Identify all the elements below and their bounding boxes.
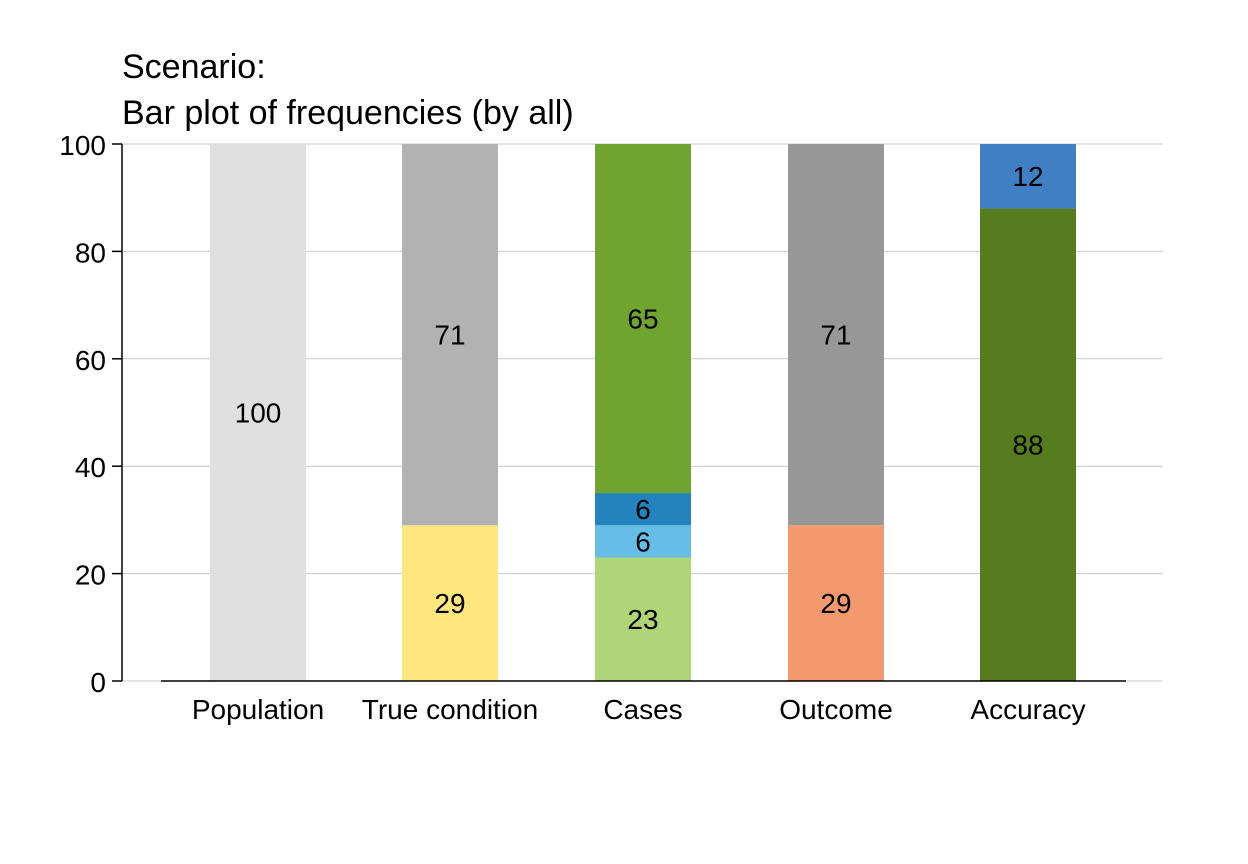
y-tick-label: 80 [75,237,106,268]
bar-value-label: 23 [627,604,658,635]
y-tick-label: 0 [90,667,106,698]
bar-segment [595,525,691,558]
bar-stacks: 100 29 71 23 66 65 29 71 88 12 [210,144,1076,681]
bar-value-label: 29 [820,588,851,619]
x-tick-label: Outcome [779,694,893,725]
x-tick-label: Population [192,694,324,725]
bar-segment [788,144,884,526]
bar-value-label: 6 [635,494,651,525]
bar-value-label: 71 [434,320,465,351]
x-tick-label: Accuracy [970,694,1085,725]
bar-segment [788,525,884,681]
y-tick-label: 60 [75,345,106,376]
bar-value-label: 29 [434,588,465,619]
y-tick-label: 20 [75,560,106,591]
bar-segment [595,557,691,681]
bar-segment [595,493,691,526]
axes: 0 20 40 60 80 100 Population True condition Case… [59,130,1126,725]
bar-value-label: 6 [635,526,651,557]
bar-segment [595,144,691,494]
x-tick-label: True condition [362,694,538,725]
chart-title: Scenario: Bar plot of frequencies (by al… [122,44,574,136]
bar-segment [980,144,1076,209]
chart-title-line-2: Bar plot of frequencies (by all) [122,94,574,132]
bar-segment [980,208,1076,681]
chart-title-line-1: Scenario: [122,48,266,86]
y-tick-label: 100 [59,130,106,161]
bar-segment [402,144,498,526]
bar-value-label: 65 [627,304,658,335]
bar-value-label: 100 [235,398,282,429]
y-tick-label: 40 [75,452,106,483]
x-tick-label: Cases [603,694,682,725]
bar-value-label: 71 [820,320,851,351]
bar-segment [210,144,306,681]
bar-segment [402,525,498,681]
bar-value-label: 88 [1012,430,1043,461]
bar-value-label: 12 [1012,161,1043,192]
